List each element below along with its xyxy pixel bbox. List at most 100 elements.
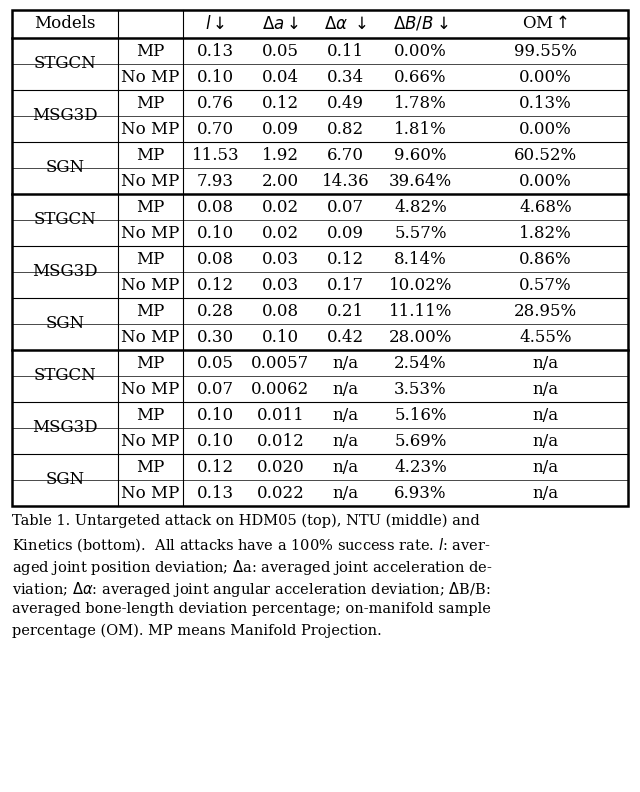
- Text: No MP: No MP: [122, 224, 180, 242]
- Text: percentage (OM). MP means Manifold Projection.: percentage (OM). MP means Manifold Proje…: [12, 624, 381, 638]
- Text: n/a: n/a: [532, 485, 559, 501]
- Text: n/a: n/a: [532, 380, 559, 398]
- Text: No MP: No MP: [122, 173, 180, 189]
- Text: MP: MP: [136, 199, 164, 215]
- Text: 1.78%: 1.78%: [394, 94, 447, 112]
- Text: 0.09: 0.09: [262, 120, 299, 138]
- Text: STGCN: STGCN: [34, 55, 97, 73]
- Text: MP: MP: [136, 43, 164, 59]
- Text: 14.36: 14.36: [322, 173, 369, 189]
- Text: MP: MP: [136, 147, 164, 163]
- Text: 0.13: 0.13: [197, 43, 234, 59]
- Text: 1.82%: 1.82%: [519, 224, 572, 242]
- Text: 28.95%: 28.95%: [514, 303, 577, 319]
- Text: n/a: n/a: [532, 355, 559, 371]
- Text: 4.23%: 4.23%: [394, 459, 447, 475]
- Text: 0.08: 0.08: [197, 250, 234, 268]
- Text: n/a: n/a: [332, 406, 358, 424]
- Text: n/a: n/a: [332, 459, 358, 475]
- Text: 0.21: 0.21: [327, 303, 364, 319]
- Text: n/a: n/a: [332, 432, 358, 450]
- Text: $\Delta\alpha$ $\downarrow$: $\Delta\alpha$ $\downarrow$: [324, 16, 367, 32]
- Text: 6.70: 6.70: [327, 147, 364, 163]
- Text: 0.11: 0.11: [327, 43, 364, 59]
- Text: n/a: n/a: [332, 380, 358, 398]
- Text: 0.05: 0.05: [197, 355, 234, 371]
- Text: STGCN: STGCN: [34, 211, 97, 229]
- Text: $l\downarrow$: $l\downarrow$: [205, 15, 226, 32]
- Text: 0.022: 0.022: [257, 485, 305, 501]
- Text: SGN: SGN: [45, 471, 84, 489]
- Text: n/a: n/a: [532, 406, 559, 424]
- Text: 0.00%: 0.00%: [394, 43, 447, 59]
- Text: 0.03: 0.03: [262, 276, 299, 294]
- Text: MSG3D: MSG3D: [32, 264, 98, 280]
- Text: 0.12: 0.12: [197, 459, 234, 475]
- Text: 0.10: 0.10: [197, 224, 234, 242]
- Text: 0.49: 0.49: [327, 94, 364, 112]
- Text: 1.81%: 1.81%: [394, 120, 447, 138]
- Text: 0.34: 0.34: [327, 68, 364, 86]
- Text: Kinetics (bottom).  All attacks have a 100% success rate. $l$: aver-: Kinetics (bottom). All attacks have a 10…: [12, 536, 491, 554]
- Text: 0.08: 0.08: [197, 199, 234, 215]
- Text: 0.04: 0.04: [262, 68, 299, 86]
- Text: 0.10: 0.10: [262, 329, 299, 345]
- Text: 0.70: 0.70: [197, 120, 234, 138]
- Text: 0.13%: 0.13%: [519, 94, 572, 112]
- Text: 0.12: 0.12: [197, 276, 234, 294]
- Text: 0.00%: 0.00%: [519, 120, 572, 138]
- Text: 0.17: 0.17: [327, 276, 364, 294]
- Text: 0.00%: 0.00%: [519, 173, 572, 189]
- Text: 0.30: 0.30: [197, 329, 234, 345]
- Text: 8.14%: 8.14%: [394, 250, 447, 268]
- Text: viation; $\Delta\alpha$: averaged joint angular acceleration deviation; $\Delta$: viation; $\Delta\alpha$: averaged joint …: [12, 580, 491, 599]
- Text: No MP: No MP: [122, 485, 180, 501]
- Text: n/a: n/a: [532, 459, 559, 475]
- Text: 0.12: 0.12: [327, 250, 364, 268]
- Text: MP: MP: [136, 303, 164, 319]
- Text: 9.60%: 9.60%: [394, 147, 447, 163]
- Text: 0.66%: 0.66%: [394, 68, 447, 86]
- Text: 0.57%: 0.57%: [519, 276, 572, 294]
- Text: MP: MP: [136, 459, 164, 475]
- Text: No MP: No MP: [122, 432, 180, 450]
- Text: 0.10: 0.10: [197, 432, 234, 450]
- Text: MP: MP: [136, 355, 164, 371]
- Text: MP: MP: [136, 94, 164, 112]
- Text: Models: Models: [35, 16, 96, 32]
- Text: 5.69%: 5.69%: [394, 432, 447, 450]
- Text: 0.10: 0.10: [197, 68, 234, 86]
- Text: 60.52%: 60.52%: [514, 147, 577, 163]
- Text: 10.02%: 10.02%: [389, 276, 452, 294]
- Text: 0.011: 0.011: [257, 406, 305, 424]
- Text: averaged bone-length deviation percentage; on-manifold sample: averaged bone-length deviation percentag…: [12, 602, 491, 616]
- Text: 2.00: 2.00: [262, 173, 299, 189]
- Text: aged joint position deviation; $\Delta$a: averaged joint acceleration de-: aged joint position deviation; $\Delta$a…: [12, 558, 493, 577]
- Text: No MP: No MP: [122, 276, 180, 294]
- Text: $\Delta B/B\downarrow$: $\Delta B/B\downarrow$: [393, 15, 448, 33]
- Text: 0.0057: 0.0057: [252, 355, 310, 371]
- Text: 0.07: 0.07: [197, 380, 234, 398]
- Bar: [12, 10, 628, 506]
- Text: 0.00%: 0.00%: [519, 68, 572, 86]
- Text: 0.28: 0.28: [197, 303, 234, 319]
- Text: 3.53%: 3.53%: [394, 380, 447, 398]
- Text: 0.09: 0.09: [327, 224, 364, 242]
- Text: n/a: n/a: [332, 485, 358, 501]
- Text: 6.93%: 6.93%: [394, 485, 447, 501]
- Text: 4.55%: 4.55%: [519, 329, 572, 345]
- Text: SGN: SGN: [45, 315, 84, 333]
- Text: 4.68%: 4.68%: [519, 199, 572, 215]
- Text: 1.92: 1.92: [262, 147, 299, 163]
- Text: 0.07: 0.07: [327, 199, 364, 215]
- Text: 0.42: 0.42: [327, 329, 364, 345]
- Text: 0.0062: 0.0062: [252, 380, 310, 398]
- Text: OM$\uparrow$: OM$\uparrow$: [522, 16, 569, 32]
- Text: 11.11%: 11.11%: [389, 303, 452, 319]
- Text: 0.76: 0.76: [197, 94, 234, 112]
- Text: MP: MP: [136, 250, 164, 268]
- Text: 0.020: 0.020: [257, 459, 305, 475]
- Text: 39.64%: 39.64%: [389, 173, 452, 189]
- Text: No MP: No MP: [122, 120, 180, 138]
- Text: 0.82: 0.82: [327, 120, 364, 138]
